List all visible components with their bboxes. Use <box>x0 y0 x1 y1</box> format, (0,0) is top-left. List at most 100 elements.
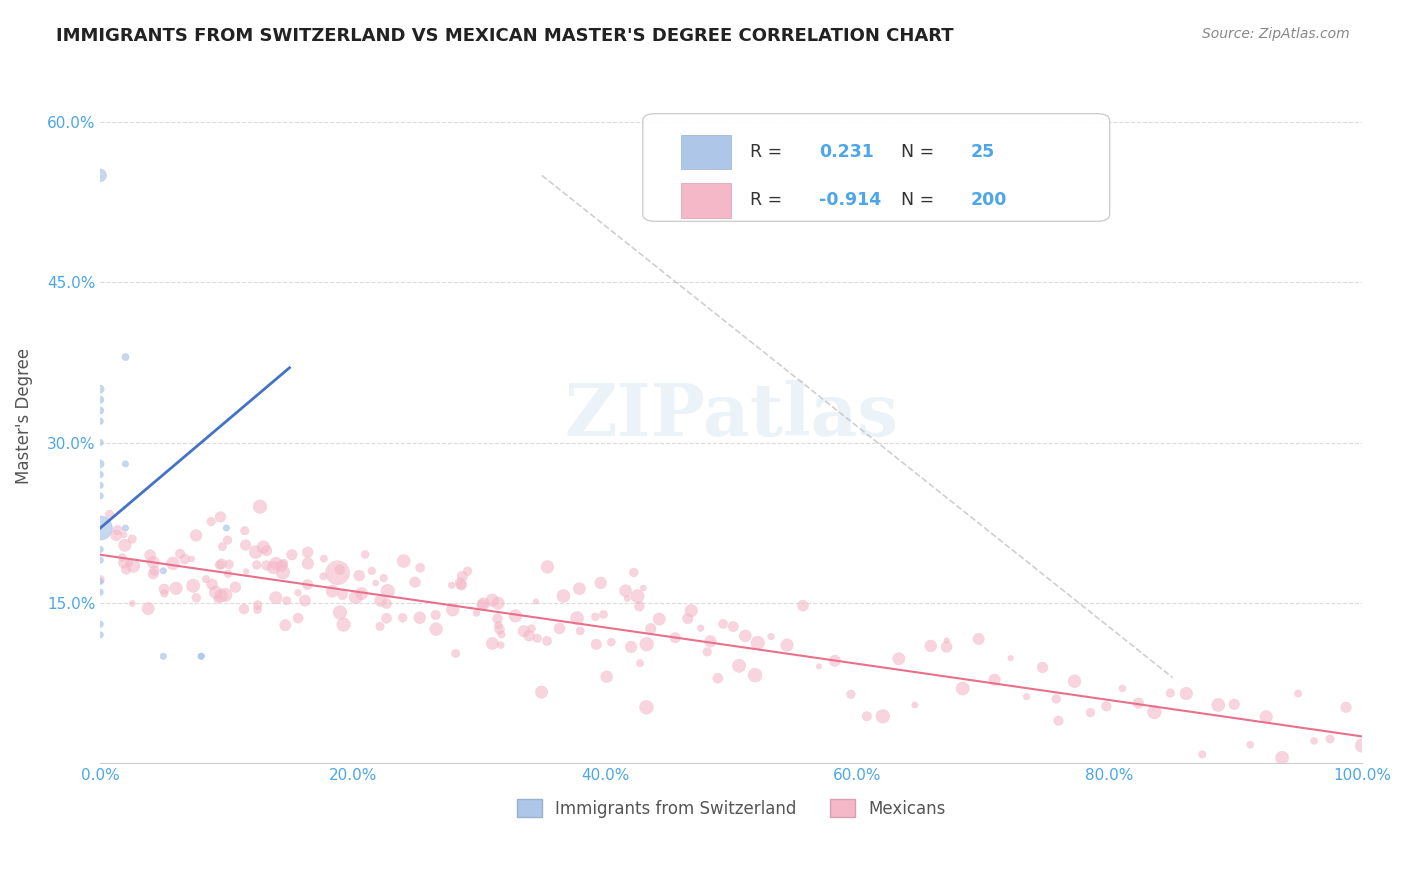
Point <box>114 350 136 364</box>
Point <box>967 632 990 646</box>
Point <box>408 611 430 625</box>
Point <box>224 580 246 594</box>
Point <box>636 700 658 714</box>
Point <box>262 560 284 574</box>
Point <box>252 540 274 554</box>
Point <box>1045 692 1067 706</box>
Point <box>370 593 392 607</box>
Point <box>728 658 751 673</box>
Point <box>89 435 111 450</box>
Point <box>792 599 814 613</box>
Text: R =: R = <box>749 143 782 161</box>
Point <box>1080 706 1102 720</box>
Point <box>297 557 319 571</box>
Point <box>486 596 509 610</box>
Text: 200: 200 <box>972 192 1007 210</box>
Point <box>626 589 648 603</box>
Point <box>112 528 135 542</box>
Point <box>623 566 645 580</box>
Point <box>153 586 176 600</box>
Point <box>111 550 134 565</box>
Point <box>364 576 387 591</box>
Point <box>344 591 367 605</box>
Point <box>235 565 257 579</box>
Point <box>1334 700 1357 714</box>
Text: IMMIGRANTS FROM SWITZERLAND VS MEXICAN MASTER'S DEGREE CORRELATION CHART: IMMIGRANTS FROM SWITZERLAND VS MEXICAN M… <box>56 27 953 45</box>
Point <box>89 542 111 557</box>
Text: -0.914: -0.914 <box>820 192 882 210</box>
Point <box>354 548 377 562</box>
Point <box>89 467 111 482</box>
Point <box>1128 696 1150 710</box>
Point <box>375 611 398 625</box>
Point <box>887 652 910 666</box>
Point <box>89 489 111 503</box>
Point <box>89 553 111 567</box>
Point <box>711 616 734 631</box>
Point <box>207 591 229 606</box>
Point <box>89 628 111 642</box>
Point <box>1239 738 1261 752</box>
Point <box>699 634 721 648</box>
Point <box>1095 699 1118 714</box>
Point <box>264 591 287 605</box>
Point <box>616 591 638 606</box>
Text: N =: N = <box>901 143 935 161</box>
Point <box>256 558 278 573</box>
Point <box>807 659 830 673</box>
Point <box>114 457 136 471</box>
Point <box>723 619 745 633</box>
Point <box>215 521 238 535</box>
Point <box>600 635 623 649</box>
Point <box>332 617 354 632</box>
Point <box>274 618 297 632</box>
Point <box>1000 651 1022 665</box>
Point <box>839 687 862 701</box>
Point <box>312 551 335 566</box>
Point <box>824 654 846 668</box>
Point <box>585 637 607 651</box>
Point <box>321 584 343 599</box>
Point <box>218 558 240 572</box>
Point <box>734 629 756 643</box>
Point <box>270 558 292 573</box>
Point <box>536 560 558 574</box>
Point <box>326 566 349 580</box>
Point <box>872 709 894 723</box>
Point <box>391 611 413 625</box>
Point <box>377 584 399 599</box>
Point <box>614 583 637 598</box>
Point <box>583 610 606 624</box>
Point <box>152 649 174 664</box>
Point <box>524 594 547 608</box>
Point <box>375 597 398 611</box>
Point <box>217 566 239 581</box>
Point <box>329 563 352 577</box>
Point <box>332 588 354 602</box>
Point <box>276 593 298 607</box>
Point <box>211 540 233 554</box>
Point <box>136 601 159 615</box>
Point <box>409 561 432 575</box>
Point <box>1256 710 1278 724</box>
Point <box>360 564 382 578</box>
Point <box>457 564 479 578</box>
Point <box>89 478 111 492</box>
Point <box>190 649 212 664</box>
Point <box>287 586 309 600</box>
Point <box>297 545 319 559</box>
Point <box>450 576 472 591</box>
Point <box>181 579 204 593</box>
Point <box>142 555 165 569</box>
Point <box>114 538 136 552</box>
Point <box>208 558 231 572</box>
Point <box>628 599 651 614</box>
Legend: Immigrants from Switzerland, Mexicans: Immigrants from Switzerland, Mexicans <box>510 793 952 824</box>
Point <box>676 611 699 625</box>
Point <box>568 582 591 596</box>
Point <box>935 633 957 648</box>
Point <box>648 612 671 626</box>
Point <box>904 698 927 712</box>
Y-axis label: Master's Degree: Master's Degree <box>15 348 32 483</box>
Point <box>633 581 655 595</box>
